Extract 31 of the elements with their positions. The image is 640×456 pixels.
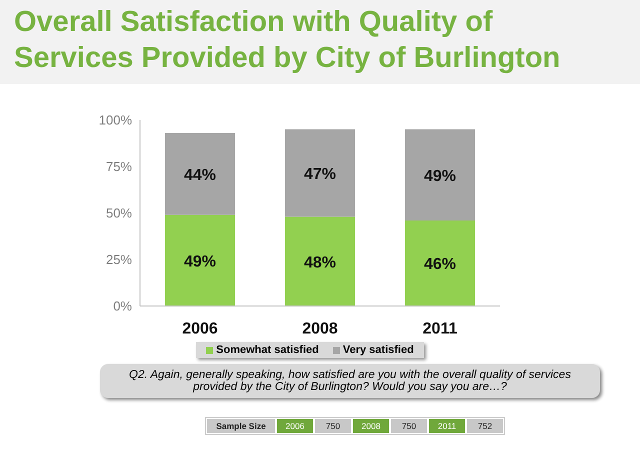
- text: 752: [467, 419, 503, 433]
- text: Q2. Again, generally speaking, how satisfied are you with the overall quality of services provided by the City of Burlington? Would you say you are…?: [100, 364, 600, 398]
- y-tick-label: 75%: [106, 159, 132, 174]
- text: 2008: [353, 419, 389, 433]
- bar: [285, 129, 355, 217]
- y-tick-label: 0%: [113, 298, 132, 314]
- chart-title: Overall Satisfaction with Quality of Services Provided by City of Burlington: [14, 5, 562, 76]
- bar: [165, 133, 235, 215]
- data-label: 44%: [184, 166, 216, 184]
- text: Sample Size: [207, 419, 275, 433]
- bar: [405, 129, 475, 220]
- data-label: 48%: [304, 254, 336, 272]
- y-tick-label: 50%: [106, 206, 132, 221]
- x-tick-label: 2006: [182, 320, 218, 338]
- text: 750: [315, 419, 351, 433]
- data-label: 49%: [424, 168, 456, 185]
- y-tick-label: 100%: [98, 112, 132, 128]
- data-label: 46%: [424, 256, 456, 274]
- legend-label: Very satisfied: [342, 344, 414, 356]
- x-tick-label: 2008: [302, 320, 338, 338]
- bar: [285, 216, 355, 306]
- text: 2011: [429, 419, 465, 433]
- text: 2006: [277, 419, 313, 433]
- x-tick-label: 2011: [422, 320, 458, 338]
- bar: [165, 214, 235, 306]
- y-tick-label: 25%: [106, 252, 132, 268]
- data-label: 47%: [304, 166, 336, 184]
- text: 750: [391, 419, 427, 433]
- legend-label: Somewhat satisfied: [215, 344, 319, 356]
- data-label: 49%: [184, 253, 216, 270]
- bar: [405, 220, 475, 306]
